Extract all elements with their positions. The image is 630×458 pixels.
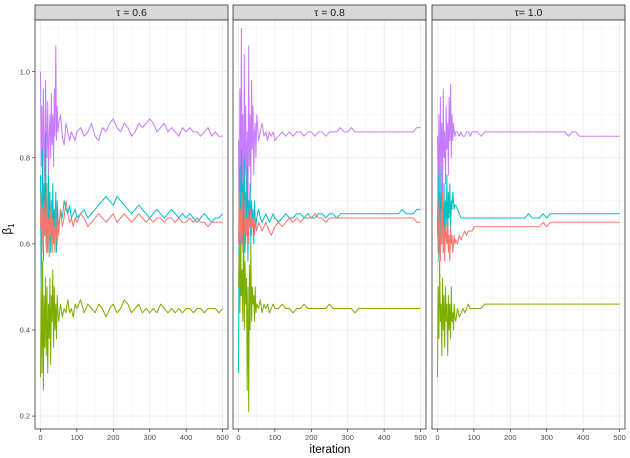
facet-panel-2: τ = 0.8	[232, 4, 427, 430]
panel-border	[232, 19, 427, 430]
x-tick-label: 200	[305, 433, 318, 442]
x-tick-label: 100	[468, 433, 481, 442]
panel-border	[431, 19, 626, 430]
x-tick-label: 0	[435, 433, 439, 442]
x-tick-label: 100	[71, 433, 84, 442]
series-group	[437, 84, 620, 378]
x-tick-label: 500	[613, 433, 626, 442]
series-line-4	[40, 260, 223, 391]
y-axis-title-symbol: β	[2, 228, 14, 235]
facet-panels: τ = 0.6 τ = 0.8 τ= 1.0	[34, 4, 626, 430]
facet-panel-1: τ = 0.6	[34, 4, 229, 430]
x-tick-label: 200	[107, 433, 120, 442]
series-line-1	[40, 45, 223, 202]
y-tick-label: 0.2	[20, 412, 30, 421]
facet-title: τ = 0.6	[116, 7, 147, 19]
y-tick-label: 0.6	[20, 239, 30, 248]
series-line-3	[238, 191, 421, 262]
x-axis-title: iteration	[310, 444, 351, 456]
facet-title: τ= 1.0	[515, 7, 543, 19]
x-tick-label: 300	[143, 433, 156, 442]
series-line-1	[437, 84, 620, 210]
x-tick-label: 400	[180, 433, 193, 442]
x-tick-label: 400	[577, 433, 590, 442]
facet-title: τ = 0.8	[314, 7, 345, 19]
x-tick-label: 200	[504, 433, 517, 442]
x-tick-label: 400	[378, 433, 391, 442]
x-tick-label: 300	[540, 433, 553, 442]
series-line-4	[238, 217, 421, 413]
series-line-2	[437, 165, 620, 262]
facet-panel-3: τ= 1.0	[431, 4, 626, 430]
x-tick-label: 300	[341, 433, 354, 442]
y-axis: 0.2 0.4 0.6 0.8 1.0	[20, 67, 35, 421]
series-line-4	[437, 260, 620, 378]
panel-grid	[432, 20, 625, 429]
y-tick-label: 0.4	[20, 326, 30, 335]
y-tick-label: 0.8	[20, 153, 30, 162]
x-tick-label: 500	[414, 433, 427, 442]
x-tick-label: 0	[38, 433, 42, 442]
x-tick-label: 100	[269, 433, 282, 442]
y-axis-title-subscript: 1	[7, 223, 16, 228]
panel-border	[34, 19, 229, 430]
panel-grid	[35, 20, 228, 429]
series-line-3	[40, 183, 223, 258]
x-tick-label: 500	[216, 433, 229, 442]
y-axis-title: β1	[2, 223, 16, 235]
series-group	[238, 28, 421, 413]
x-axis: 0 100 200 300 400 500 0 100 200 300 400 500 0 100 200 3…	[38, 429, 626, 442]
y-tick-label: 1.0	[20, 67, 30, 76]
panel-grid	[233, 20, 426, 429]
series-group	[40, 45, 223, 391]
x-tick-label: 0	[236, 433, 240, 442]
series-line-3	[437, 191, 620, 262]
